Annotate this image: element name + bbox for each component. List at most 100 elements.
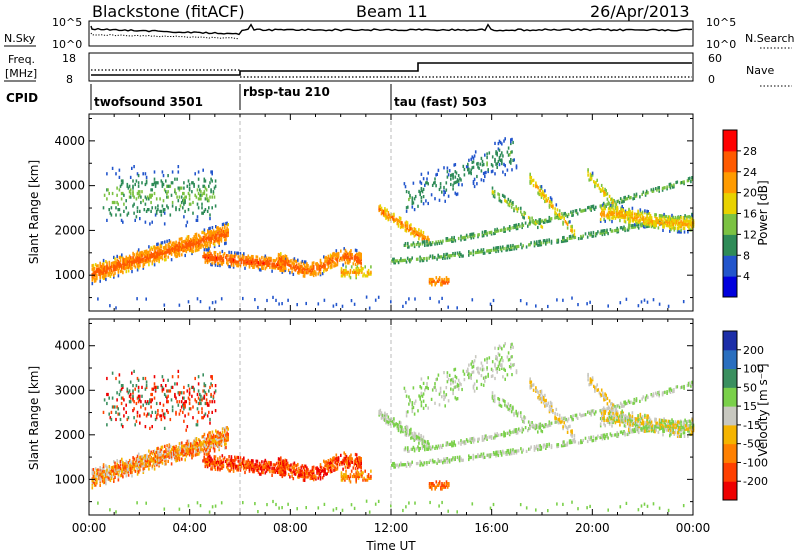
power-cell — [502, 245, 504, 249]
power-cell — [149, 195, 151, 199]
power-cell — [225, 230, 227, 235]
velocity-cell — [250, 460, 253, 465]
power-cell — [688, 221, 690, 225]
power-cell — [427, 235, 429, 239]
power-cell — [105, 270, 107, 274]
velocity-cell — [301, 464, 304, 468]
velocity-cell — [143, 459, 146, 463]
velocity-cell — [401, 427, 403, 431]
velocity-cell — [117, 464, 120, 468]
power-cell — [603, 191, 605, 196]
power-cell — [611, 212, 613, 216]
power-cell — [304, 260, 307, 264]
power-cell — [546, 220, 548, 224]
power-cell — [167, 206, 169, 210]
velocity-cell — [354, 461, 357, 465]
power-cell — [690, 221, 693, 225]
velocity-cell — [331, 469, 333, 473]
power-cell — [503, 139, 505, 143]
power-cell — [236, 251, 238, 255]
power-cell — [203, 242, 206, 246]
power-cell — [182, 191, 184, 196]
power-cell — [235, 262, 237, 266]
velocity-cell — [245, 465, 247, 469]
power-cell — [529, 172, 531, 176]
power-cell — [135, 215, 138, 219]
power-cell — [275, 298, 277, 302]
power-cell — [148, 208, 150, 212]
power-cell — [382, 211, 385, 215]
velocity-cell — [335, 453, 338, 457]
power-cell — [214, 184, 217, 188]
power-cell — [374, 298, 377, 302]
power-cell — [169, 245, 172, 250]
velocity-cell — [210, 441, 212, 445]
power-cell — [132, 255, 134, 259]
power-cell — [210, 231, 212, 235]
velocity-cell — [299, 470, 301, 474]
velocity-cell — [210, 439, 212, 443]
power-cell — [206, 248, 209, 252]
velocity-cell — [131, 465, 133, 469]
power-cell — [388, 213, 391, 217]
power-cell — [343, 256, 345, 260]
power-cell — [507, 197, 510, 201]
power-cell — [198, 233, 200, 237]
power-cell — [581, 236, 583, 240]
power-cell — [348, 254, 350, 258]
velocity-cell — [209, 440, 211, 444]
power-cell — [119, 269, 122, 274]
velocity-cell — [136, 456, 139, 460]
velocity-cell — [212, 433, 215, 437]
power-cell — [237, 262, 239, 266]
power-cell — [669, 224, 671, 228]
power-cell — [431, 281, 433, 285]
power-cell — [337, 253, 340, 257]
power-cell — [154, 181, 157, 185]
power-cell — [270, 258, 272, 262]
power-cell — [395, 259, 398, 263]
velocity-cell — [379, 408, 382, 412]
power-cell — [628, 211, 630, 215]
power-cell — [419, 232, 421, 236]
velocity-cell — [346, 476, 348, 480]
power-cell — [566, 238, 569, 243]
velocity-cell — [96, 477, 98, 481]
power-cell — [611, 197, 613, 201]
velocity-cell — [164, 451, 166, 456]
power-cell — [617, 228, 620, 232]
power-cell — [165, 243, 167, 247]
power-cell — [646, 215, 648, 219]
power-cell — [183, 191, 185, 196]
power-cell — [118, 255, 121, 260]
power-cell — [620, 206, 622, 210]
power-cell — [508, 225, 511, 229]
power-cell — [453, 163, 455, 167]
velocity-cell — [229, 460, 231, 464]
velocity-cell — [391, 463, 393, 467]
power-cell — [183, 245, 185, 249]
power-cell — [604, 205, 606, 209]
velocity-cell — [203, 436, 206, 440]
velocity-cell — [215, 460, 218, 464]
power-cell — [243, 259, 245, 263]
velocity-cell — [160, 460, 163, 464]
power-cell — [452, 183, 454, 187]
velocity-cell — [306, 466, 308, 470]
velocity-cell — [209, 438, 211, 442]
velocity-cell — [177, 446, 180, 450]
power-cell — [494, 172, 496, 176]
power-cell — [616, 215, 619, 219]
velocity-cell — [225, 426, 227, 430]
velocity-cell — [323, 468, 325, 472]
velocity-cell — [272, 468, 275, 472]
velocity-cell — [253, 470, 255, 474]
power-cell — [513, 225, 515, 229]
power-cell — [179, 248, 182, 252]
velocity-cell — [177, 451, 180, 455]
velocity-cell — [139, 455, 141, 459]
velocity-cell — [212, 462, 214, 466]
power-cell — [608, 194, 611, 198]
velocity-cell — [118, 470, 121, 475]
